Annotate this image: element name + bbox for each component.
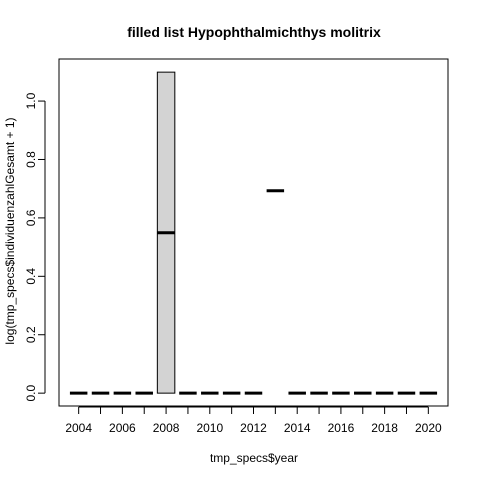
chart-title: filled list Hypophthalmichthys molitrix bbox=[127, 24, 381, 40]
x-tick-label: 2012 bbox=[240, 421, 267, 435]
x-tick-label: 2018 bbox=[371, 421, 398, 435]
y-axis-label: log(tmp_specs$individuenzahlGesamt + 1) bbox=[3, 117, 17, 344]
x-tick-label: 2004 bbox=[65, 421, 92, 435]
plot-frame bbox=[58, 58, 449, 407]
x-tick-label: 2008 bbox=[153, 421, 180, 435]
x-tick-label: 2010 bbox=[196, 421, 223, 435]
y-tick-label: 0.0 bbox=[24, 384, 38, 401]
y-tick-label: 0.2 bbox=[24, 326, 38, 343]
y-tick-label: 0.6 bbox=[24, 209, 38, 226]
y-tick-label: 0.8 bbox=[24, 151, 38, 168]
y-axis: 0.0 0.2 0.4 0.6 0.8 1.0 bbox=[24, 92, 46, 401]
x-axis: 2004 2006 2008 2010 2012 2014 2016 2018 2020 bbox=[65, 406, 442, 435]
boxes bbox=[69, 71, 438, 395]
y-tick-label: 0.4 bbox=[24, 268, 38, 285]
x-tick-label: 2020 bbox=[415, 421, 442, 435]
x-tick-label: 2016 bbox=[328, 421, 355, 435]
y-tick-label: 1.0 bbox=[24, 92, 38, 109]
x-tick-label: 2014 bbox=[284, 421, 311, 435]
x-axis-label: tmp_specs$year bbox=[210, 451, 298, 465]
x-tick-label: 2006 bbox=[109, 421, 136, 435]
box-2008 bbox=[156, 71, 176, 394]
